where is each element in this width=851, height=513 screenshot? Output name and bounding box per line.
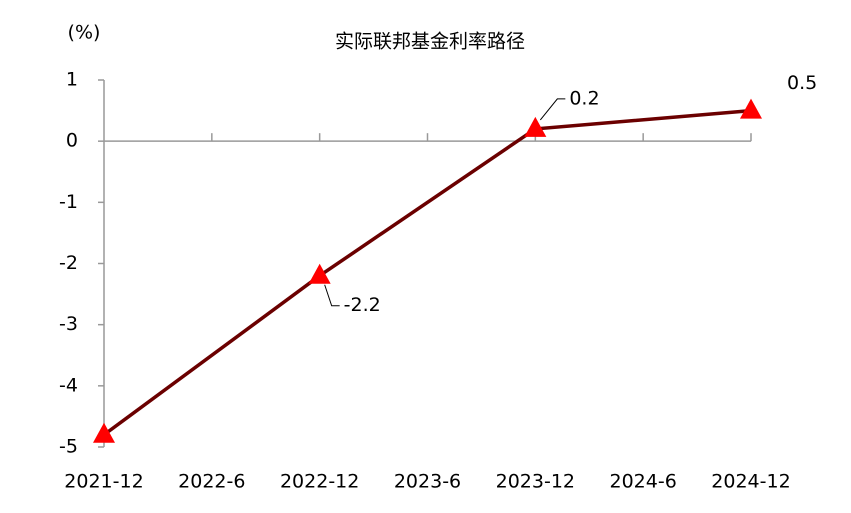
x-tick-label: 2022-6: [178, 471, 245, 493]
x-tick-label: 2024-6: [610, 471, 677, 493]
y-tick-label: -3: [59, 313, 78, 335]
marker: [308, 263, 331, 284]
value-label: 0.5: [787, 72, 817, 94]
x-tick-label: 2023-12: [496, 471, 575, 493]
x-tick-label: 2024-12: [711, 471, 790, 493]
leader-line: [324, 284, 340, 307]
y-tick-label: -1: [59, 191, 78, 213]
y-axis-label: (%): [68, 22, 101, 44]
marker: [524, 116, 547, 137]
y-tick-label: -4: [59, 374, 78, 396]
leader-line: [539, 98, 566, 121]
chart-title: 实际联邦基金利率路径: [335, 31, 525, 53]
x-tick-label: 2023-6: [394, 471, 461, 493]
y-tick-label: 0: [66, 130, 78, 152]
line: [102, 108, 752, 437]
x-tick-label: 2021-12: [64, 471, 143, 493]
y-tick-label: 1: [66, 69, 78, 91]
marker: [740, 98, 762, 119]
x-tick-label: 2022-12: [280, 471, 359, 493]
value-label: -2.2: [344, 294, 381, 316]
value-label: 0.2: [569, 87, 599, 109]
y-tick-label: -2: [59, 252, 78, 274]
marker: [93, 422, 115, 443]
y-tick-label: -5: [59, 436, 78, 458]
